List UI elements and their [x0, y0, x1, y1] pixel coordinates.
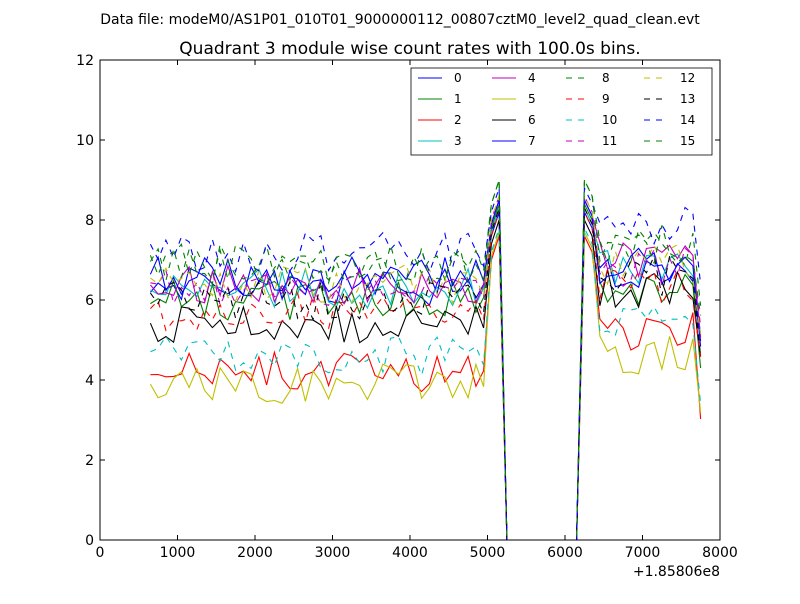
series-layer	[149, 179, 702, 540]
series-14-line	[149, 187, 702, 540]
x-tick-label: 5000	[470, 545, 506, 561]
legend-label-12: 12	[680, 71, 695, 85]
legend-label-2: 2	[454, 113, 462, 127]
x-offset-label: +1.85806e8	[633, 564, 720, 580]
legend-label-14: 14	[680, 113, 695, 127]
legend-label-8: 8	[602, 71, 610, 85]
series-9-line	[150, 211, 702, 540]
x-tick-label: 0	[96, 545, 105, 561]
legend-label-4: 4	[528, 71, 536, 85]
y-tick-label: 12	[76, 53, 94, 69]
legend-label-13: 13	[680, 92, 695, 106]
series-4-line	[149, 199, 702, 540]
legend-label-11: 11	[602, 134, 617, 148]
y-tick-label: 2	[85, 453, 94, 469]
y-tick-label: 0	[85, 533, 94, 549]
legend-label-3: 3	[454, 134, 462, 148]
series-7-line	[149, 199, 702, 540]
series-10-line	[150, 227, 702, 540]
x-tick-label: 1000	[160, 545, 196, 561]
y-tick-label: 8	[85, 213, 94, 229]
legend-label-6: 6	[528, 113, 536, 127]
legend-label-10: 10	[602, 113, 617, 127]
series-2-line	[150, 235, 702, 540]
y-tick-label: 10	[76, 133, 94, 149]
legend-label-9: 9	[602, 92, 610, 106]
x-tick-label: 8000	[702, 545, 738, 561]
chart-suptitle: Data file: modeM0/AS1P01_010T01_90000001…	[100, 12, 700, 28]
legend-label-0: 0	[454, 71, 462, 85]
chart-title: Quadrant 3 module wise count rates with …	[179, 39, 640, 59]
legend-label-1: 1	[454, 92, 462, 106]
series-5-line	[149, 231, 702, 540]
series-8-line	[149, 179, 702, 540]
x-tick-label: 4000	[392, 545, 428, 561]
x-tick-label: 3000	[315, 545, 351, 561]
series-12-line	[150, 195, 702, 540]
x-tick-label: 7000	[625, 545, 661, 561]
series-1-line	[150, 203, 702, 540]
legend-label-15: 15	[680, 134, 695, 148]
series-15-line	[149, 179, 702, 540]
series-3-line	[150, 207, 702, 540]
series-13-line	[149, 207, 702, 540]
x-tick-label: 2000	[237, 545, 273, 561]
ticks-layer: 0 1000 2000 3000 4000 5000 6000 7000 80000246810…	[76, 53, 738, 561]
x-tick-label: 6000	[547, 545, 583, 561]
legend-label-7: 7	[528, 134, 536, 148]
legend-label-5: 5	[528, 92, 536, 106]
y-tick-label: 6	[85, 293, 94, 309]
y-tick-label: 4	[85, 373, 94, 389]
